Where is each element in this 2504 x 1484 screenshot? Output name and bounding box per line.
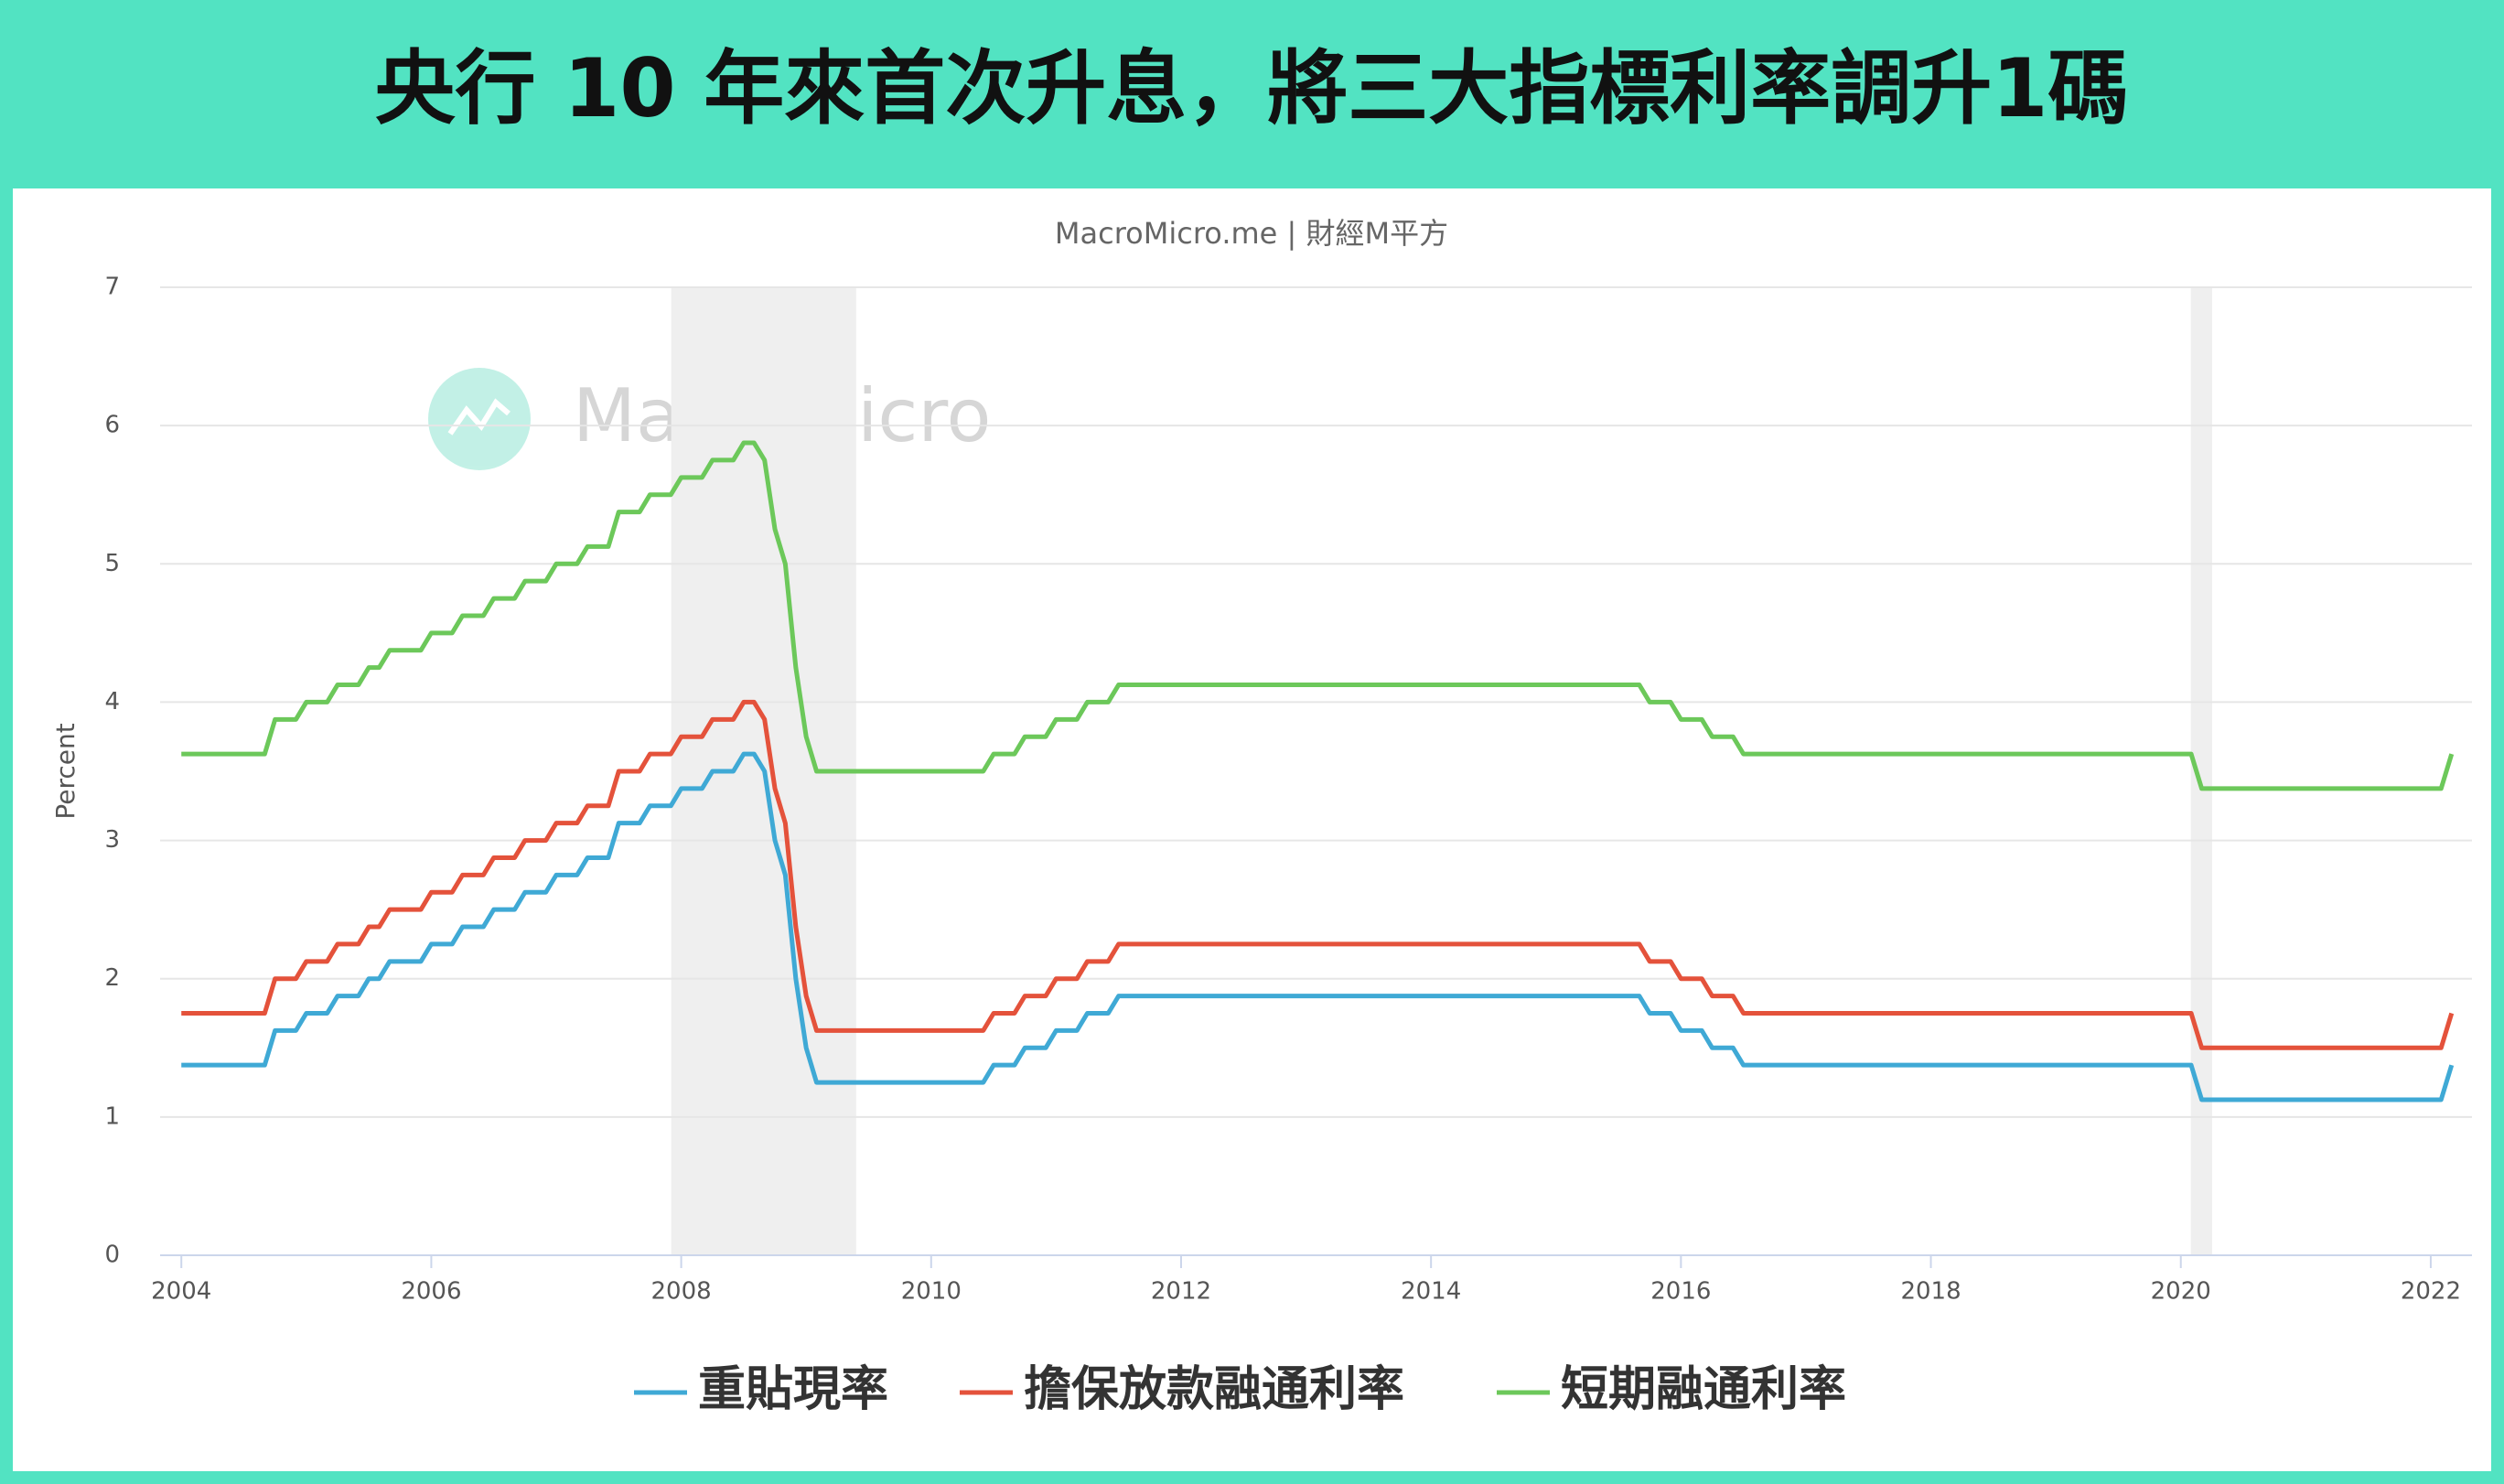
- y-tick-label: 5: [104, 550, 120, 577]
- x-tick-label: 2016: [1650, 1278, 1711, 1306]
- series-line: [181, 440, 2455, 791]
- x-tick-label: 2004: [151, 1278, 211, 1306]
- chart-subtitle: MacroMicro.me | 財經M平方: [1055, 216, 1448, 251]
- series-line: [181, 699, 2455, 1050]
- watermark-circle: [428, 368, 531, 470]
- y-tick-label: 6: [104, 412, 120, 439]
- legend-item[interactable]: 重貼現率: [634, 1362, 888, 1417]
- y-tick-label: 7: [104, 274, 120, 301]
- y-tick-label: 0: [104, 1242, 120, 1269]
- chart-title: 央行 10 年來首次升息，將三大指標利率調升1碼: [375, 41, 2129, 135]
- y-tick-label: 2: [104, 964, 120, 992]
- legend: 重貼現率 擔保放款融通利率 短期融通利率: [634, 1362, 1846, 1417]
- legend-item[interactable]: 擔保放款融通利率: [960, 1362, 1404, 1417]
- x-tick-label: 2014: [1401, 1278, 1461, 1306]
- y-axis-label: Percent: [50, 723, 81, 819]
- x-tick-label: 2008: [651, 1278, 712, 1306]
- watermark-logo: [428, 368, 531, 470]
- plot-area: 0 1 2 3 4 5 6 7 2004 2006 2008 2010 2012 2014 2016 2018…: [104, 274, 2472, 1306]
- x-tick-label: 2012: [1151, 1278, 1211, 1306]
- x-tick-label: 2006: [401, 1278, 461, 1306]
- x-tick-label: 2018: [1900, 1278, 1961, 1306]
- y-tick-label: 3: [104, 826, 120, 854]
- x-tick-label: 2010: [901, 1278, 962, 1306]
- shaded-range: [2190, 287, 2212, 1255]
- x-tick-label: 2020: [2151, 1278, 2211, 1306]
- legend-label: 擔保放款融通利率: [1024, 1362, 1404, 1417]
- series-line: [181, 751, 2455, 1102]
- legend-label: 短期融通利率: [1561, 1362, 1846, 1417]
- y-tick-label: 1: [104, 1102, 120, 1130]
- y-tick-label: 4: [104, 688, 120, 715]
- legend-item[interactable]: 短期融通利率: [1497, 1362, 1846, 1417]
- legend-label: 重貼現率: [698, 1362, 888, 1417]
- x-tick-label: 2022: [2401, 1278, 2461, 1306]
- chart-panel: [13, 188, 2491, 1471]
